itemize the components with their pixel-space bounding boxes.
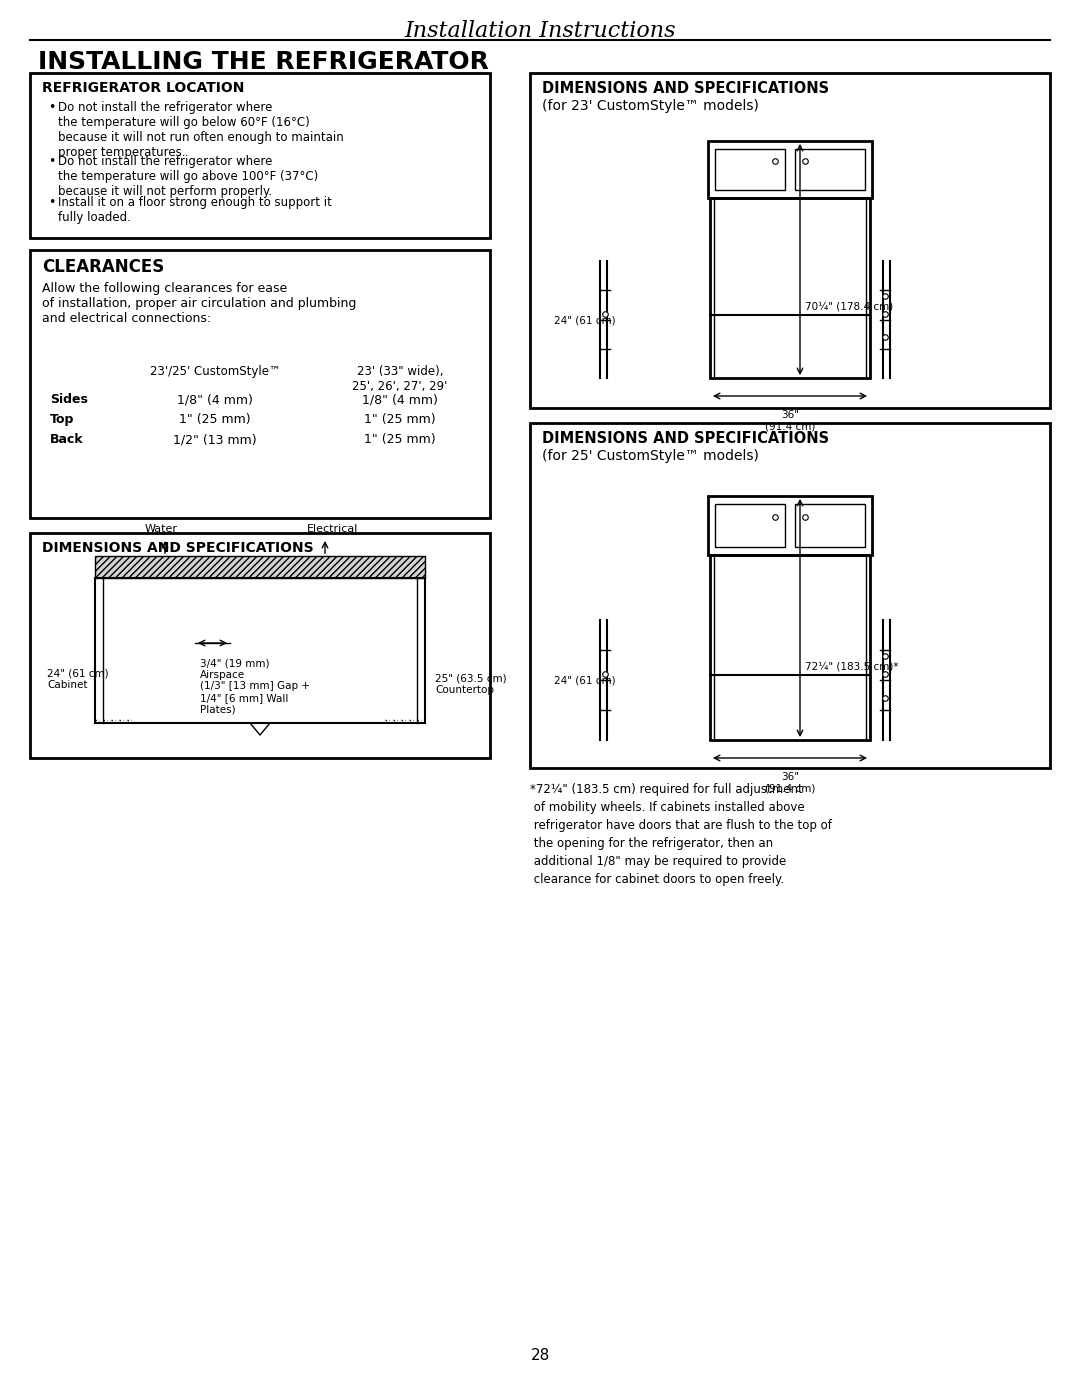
Text: (for 25' CustomStyle™ models): (for 25' CustomStyle™ models)	[542, 448, 759, 464]
Text: 1/8" (4 mm): 1/8" (4 mm)	[362, 393, 437, 407]
Text: Water: Water	[145, 525, 178, 534]
Text: Do not install the refrigerator where
the temperature will go below 60°F (16°C)
: Do not install the refrigerator where th…	[58, 101, 343, 160]
Text: Install it on a floor strong enough to support it
fully loaded.: Install it on a floor strong enough to s…	[58, 196, 332, 223]
Text: *72¼" (183.5 cm) required for full adjustment
 of mobility wheels. If cabinets i: *72¼" (183.5 cm) required for full adjus…	[530, 783, 832, 886]
Bar	[708, 142, 872, 198]
Text: •: •	[48, 155, 55, 168]
Text: 3/4" (19 mm)
Airspace
(1/3" [13 mm] Gap +
1/4" [6 mm] Wall
Plates): 3/4" (19 mm) Airspace (1/3" [13 mm] Gap …	[200, 658, 310, 715]
Bar	[95, 557, 426, 577]
Bar	[530, 423, 1050, 768]
Text: DIMENSIONS AND SPECIFICATIONS: DIMENSIONS AND SPECIFICATIONS	[42, 541, 313, 555]
Text: •: •	[48, 101, 55, 114]
Text: 36"
(91.4 cm): 36" (91.4 cm)	[765, 409, 815, 432]
Text: Installation Instructions: Installation Instructions	[404, 19, 676, 42]
Text: Sides: Sides	[50, 393, 87, 407]
Text: Back: Back	[50, 433, 83, 446]
Text: 24" (61 cm): 24" (61 cm)	[554, 315, 616, 325]
Text: 70¼" (178.4 cm): 70¼" (178.4 cm)	[805, 301, 893, 311]
Bar	[715, 504, 785, 547]
Text: 24" (61 cm)
Cabinet: 24" (61 cm) Cabinet	[48, 668, 109, 690]
Bar	[795, 504, 865, 547]
Text: 25" (63.5 cm)
Countertop: 25" (63.5 cm) Countertop	[435, 673, 507, 694]
Bar	[95, 577, 426, 723]
Bar	[708, 496, 872, 555]
Text: 23' (33" wide),
25', 26', 27', 29': 23' (33" wide), 25', 26', 27', 29'	[352, 365, 448, 393]
Bar	[30, 74, 490, 237]
Text: 23'/25' CustomStyle™: 23'/25' CustomStyle™	[150, 365, 281, 378]
Text: 1" (25 mm): 1" (25 mm)	[179, 414, 251, 426]
Text: REFRIGERATOR LOCATION: REFRIGERATOR LOCATION	[42, 81, 244, 94]
Text: 24" (61 cm): 24" (61 cm)	[554, 675, 616, 686]
Text: Electrical: Electrical	[307, 525, 359, 534]
Text: (for 23' CustomStyle™ models): (for 23' CustomStyle™ models)	[542, 99, 759, 112]
Text: 1" (25 mm): 1" (25 mm)	[364, 433, 436, 446]
Text: 72¼" (183.5 cm)*: 72¼" (183.5 cm)*	[805, 661, 899, 670]
Bar	[530, 74, 1050, 408]
Text: 28: 28	[530, 1348, 550, 1363]
Text: DIMENSIONS AND SPECIFICATIONS: DIMENSIONS AND SPECIFICATIONS	[542, 81, 829, 96]
Text: 1" (25 mm): 1" (25 mm)	[364, 414, 436, 426]
Text: •: •	[48, 196, 55, 210]
Text: Do not install the refrigerator where
the temperature will go above 100°F (37°C): Do not install the refrigerator where th…	[58, 155, 319, 198]
Text: 1/8" (4 mm): 1/8" (4 mm)	[177, 393, 253, 407]
Text: INSTALLING THE REFRIGERATOR: INSTALLING THE REFRIGERATOR	[38, 50, 489, 74]
Text: Top: Top	[50, 414, 75, 426]
Bar	[710, 555, 870, 740]
Bar	[795, 149, 865, 190]
Text: 1/2" (13 mm): 1/2" (13 mm)	[173, 433, 257, 446]
Bar	[715, 149, 785, 190]
Bar	[710, 198, 870, 378]
Text: 36"
(91.4 cm): 36" (91.4 cm)	[765, 772, 815, 794]
Text: CLEARANCES: CLEARANCES	[42, 258, 164, 276]
Bar	[30, 250, 490, 518]
Text: DIMENSIONS AND SPECIFICATIONS: DIMENSIONS AND SPECIFICATIONS	[542, 432, 829, 446]
Bar	[30, 533, 490, 758]
Text: Allow the following clearances for ease
of installation, proper air circulation : Allow the following clearances for ease …	[42, 282, 356, 325]
